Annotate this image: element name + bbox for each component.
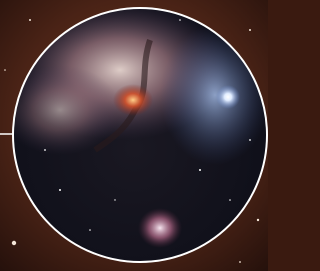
nebula-image	[0, 0, 268, 271]
star	[12, 241, 16, 245]
body	[0, 0, 268, 271]
star	[59, 189, 61, 191]
star	[179, 19, 181, 21]
star	[239, 261, 241, 263]
bright-star	[216, 85, 240, 109]
star	[199, 169, 201, 171]
star	[249, 29, 251, 31]
star	[229, 199, 231, 201]
star	[29, 19, 31, 21]
star	[89, 229, 91, 231]
star	[114, 199, 115, 200]
star	[249, 139, 251, 141]
page: Nebula {} html, body { margin: 0; paddin…	[0, 0, 268, 271]
star	[44, 149, 46, 151]
nebula-core	[113, 84, 153, 116]
star	[257, 219, 259, 221]
small-nebula	[138, 208, 182, 248]
star	[4, 69, 6, 71]
